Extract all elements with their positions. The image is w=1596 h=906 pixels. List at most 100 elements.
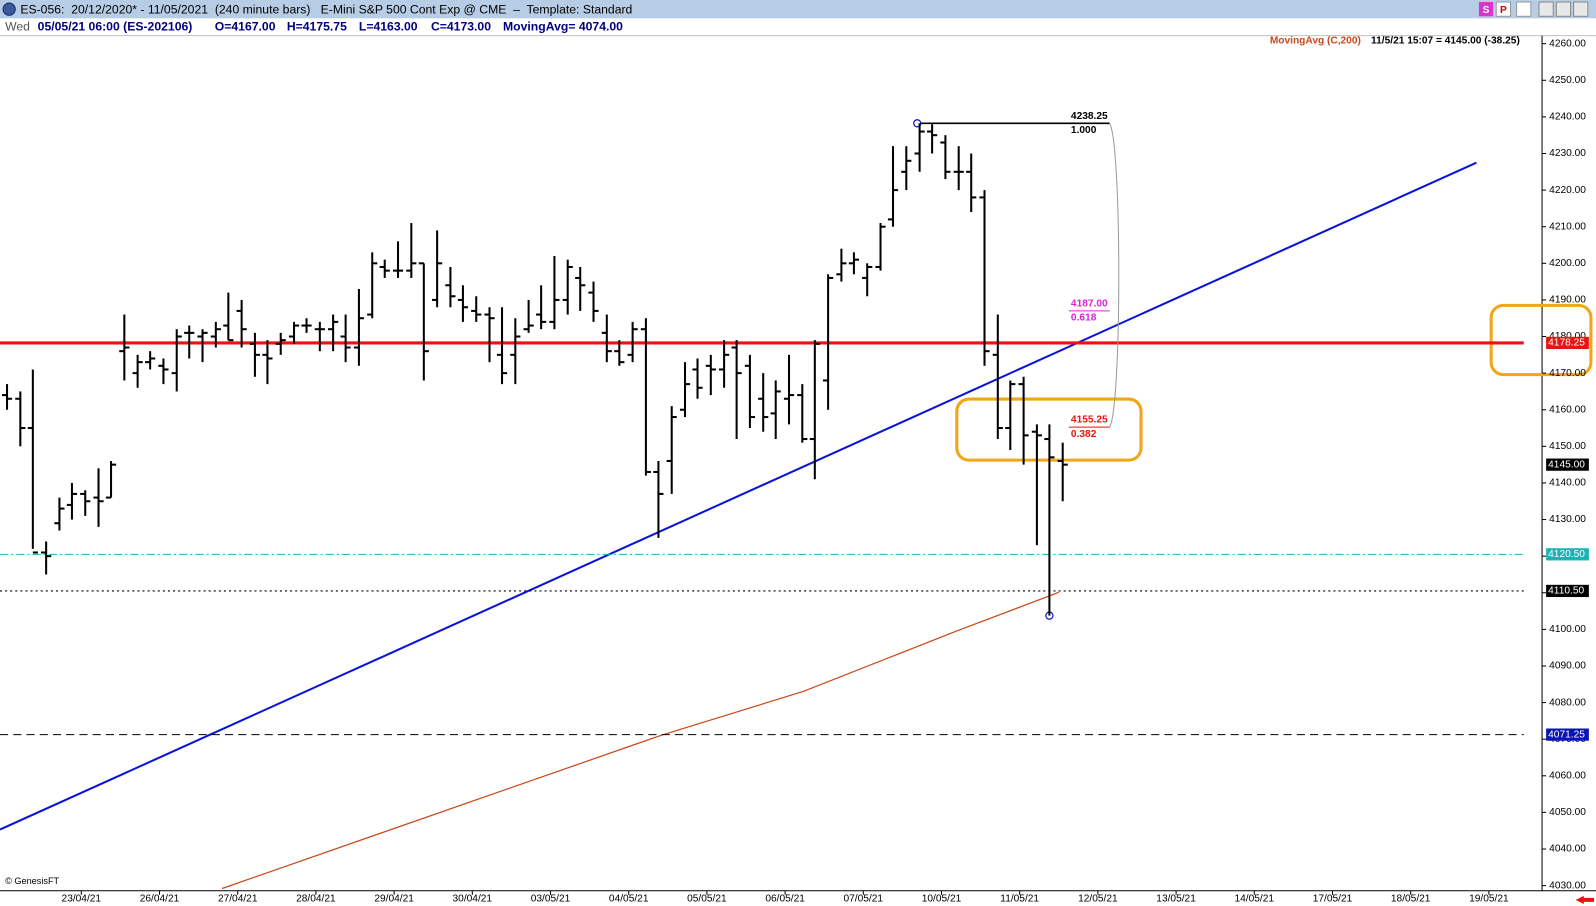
ohlc-bar (809, 340, 820, 480)
ohlc-bar (41, 541, 52, 575)
y-tick-label: 4140.00 (1549, 478, 1586, 489)
ohlc-bar (1031, 424, 1042, 546)
ohlc-bar (614, 340, 625, 366)
ohlc-bar (887, 146, 899, 227)
price-tag-label: 4178.25 (1548, 338, 1585, 349)
ohlc-bar (80, 490, 91, 516)
ohlc-bar (496, 307, 508, 385)
ohlc-bar (719, 340, 730, 388)
ohlc-bar (184, 325, 195, 359)
x-tick-label: 11/05/21 (1000, 894, 1039, 905)
y-tick-label: 4250.00 (1549, 75, 1586, 86)
button-s[interactable] (1478, 2, 1494, 17)
ohlc-bar (562, 259, 573, 315)
ohlc-bar (731, 340, 742, 440)
ohlc-bar (823, 274, 834, 410)
ohlc-bar (484, 307, 495, 363)
x-tick-label: 03/05/21 (531, 894, 571, 905)
ohlc-bar (953, 146, 964, 191)
button-p[interactable] (1495, 1, 1512, 17)
y-tick-label: 4030.00 (1549, 880, 1586, 891)
trendline (0, 161, 1477, 831)
price-tag-label: 4145.00 (1548, 459, 1585, 470)
ohlc-bar (601, 314, 612, 363)
ohlc-bar (171, 329, 182, 392)
y-tick-label: 4190.00 (1549, 295, 1586, 306)
button-s-label[interactable]: S (1483, 5, 1490, 16)
x-tick-label: 29/04/21 (374, 894, 414, 905)
price-tag (1546, 336, 1589, 350)
ohlc-bar (862, 263, 873, 297)
ohlc-bar (132, 354, 143, 388)
ohlc-bar (392, 241, 404, 278)
y-tick-label: 4050.00 (1549, 807, 1586, 818)
x-tick-label: 10/05/21 (922, 894, 962, 905)
scroll-arrow[interactable] (1575, 895, 1594, 904)
y-tick-label: 4210.00 (1549, 221, 1586, 232)
status-text: 11/5/21 15:07 = 4145.00 (-38.25) (1371, 35, 1520, 46)
info-text: L=4163.00 (359, 20, 418, 34)
y-tick-label: 4170.00 (1549, 368, 1586, 379)
y-tick-label: 4230.00 (1549, 148, 1586, 159)
button-minimize[interactable] (1538, 1, 1554, 17)
x-tick-label: 04/05/21 (609, 894, 649, 905)
price-tag (1546, 458, 1589, 471)
ohlc-bar (27, 369, 38, 554)
ohlc-bar (679, 362, 691, 418)
ohlc-bar (379, 259, 390, 278)
button-pin[interactable] (1516, 1, 1532, 17)
app-icon (2, 2, 16, 16)
y-tick-label: 4160.00 (1549, 404, 1586, 415)
ohlc-bar (54, 497, 65, 531)
ohlc-bar (523, 299, 534, 333)
x-tick-label: 07/05/21 (844, 894, 884, 905)
x-tick-label: 30/04/21 (453, 894, 493, 905)
ohlc-bar (93, 468, 104, 527)
y-tick-label: 4220.00 (1549, 185, 1586, 196)
x-tick-label: 27/04/21 (218, 894, 258, 905)
ohlc-bar (549, 255, 560, 330)
ohlc-bar (588, 281, 599, 322)
y-tick-label: 4100.00 (1549, 624, 1586, 635)
price-tag (1546, 584, 1589, 598)
ohlc-bar (875, 223, 886, 271)
ohlc-bar (758, 373, 769, 432)
y-tick-label: 4240.00 (1549, 112, 1586, 123)
ohlc-bar (275, 332, 286, 355)
x-tick-label: 06/05/21 (765, 894, 805, 905)
ohlc-bar (249, 332, 261, 377)
ohlc-bar (105, 460, 117, 499)
ohlc-bar (236, 299, 247, 348)
fib-ratio: 1.000 (1071, 125, 1097, 136)
ohlc-bar (1005, 380, 1016, 451)
info-text: MovingAvg= 4074.00 (503, 20, 623, 34)
button-p-label[interactable]: P (1500, 5, 1507, 16)
x-tick-label: 13/05/21 (1156, 894, 1196, 905)
ohlc-bar (979, 190, 990, 366)
price-tag-label: 4120.50 (1548, 549, 1585, 560)
y-tick-label: 4040.00 (1549, 844, 1586, 855)
x-tick-label: 18/05/21 (1391, 894, 1431, 905)
x-tick-label: 12/05/21 (1078, 894, 1118, 905)
ohlc-bar (328, 314, 339, 352)
ohlc-bar (627, 321, 638, 363)
ohlc-bar (471, 296, 482, 322)
ohlc-bar (692, 358, 703, 399)
ohlc-bar (901, 146, 912, 191)
y-tick-label: 4260.00 (1549, 38, 1586, 49)
price-tag (1546, 548, 1589, 561)
fib-price: 4187.00 (1071, 298, 1108, 309)
ohlc-bar (66, 482, 78, 520)
ohlc-bar (536, 285, 547, 330)
x-tick-label: 14/05/21 (1235, 894, 1275, 905)
ohlc-bar (418, 262, 429, 381)
fib-price: 4155.25 (1071, 415, 1108, 426)
button-close[interactable] (1573, 1, 1589, 17)
button-restore[interactable] (1555, 1, 1572, 17)
info-text: O=4167.00 (215, 20, 276, 34)
x-tick-label: 28/04/21 (296, 894, 336, 905)
ohlc-bar (744, 354, 756, 429)
ohlc-bar (15, 391, 26, 447)
ohlc-bar (640, 318, 652, 476)
